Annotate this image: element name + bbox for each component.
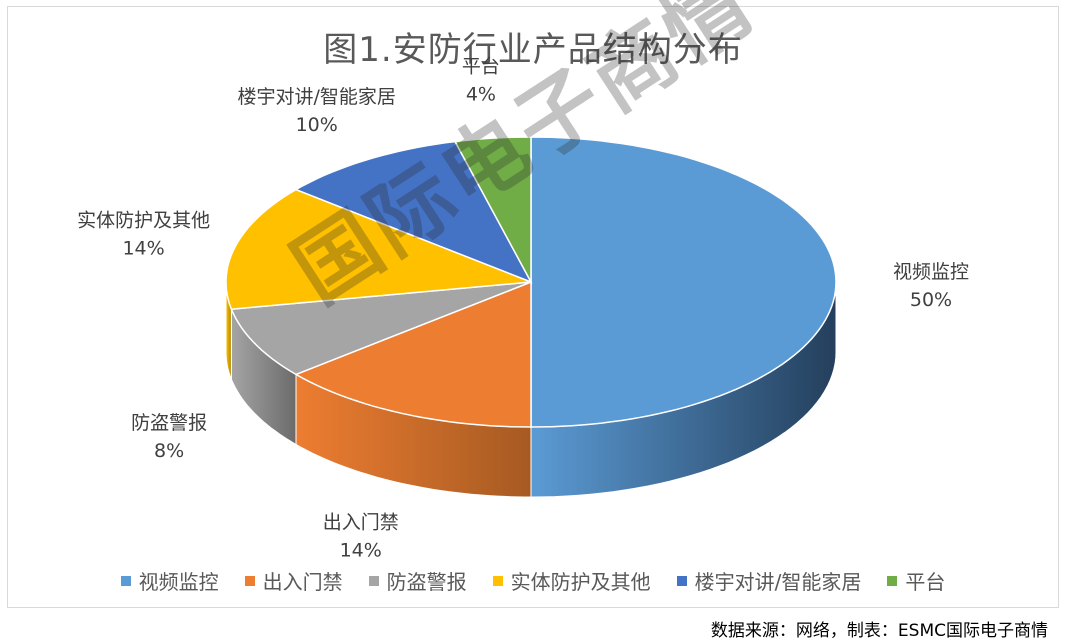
legend-swatch bbox=[492, 575, 503, 586]
pie-slice-0 bbox=[530, 136, 837, 428]
pie-tops bbox=[225, 136, 837, 428]
slice-value-4: 10% bbox=[296, 114, 338, 136]
slice-label-0: 视频监控 bbox=[893, 261, 969, 283]
slice-label-1: 出入门禁 bbox=[323, 511, 399, 533]
slice-label-2: 防盗警报 bbox=[131, 412, 207, 434]
pie-slice-1 bbox=[294, 280, 532, 428]
slice-value-0: 50% bbox=[910, 289, 952, 311]
legend-item-0: 视频监控 bbox=[120, 566, 219, 595]
pie-slice-4 bbox=[294, 140, 533, 284]
source-note: 数据来源：网络，制表：ESMC国际电子商情 bbox=[710, 621, 1048, 641]
slice-value-3: 14% bbox=[122, 238, 164, 260]
legend: 视频监控 出入门禁 防盗警报 实体防护及其他 楼宇对讲/智能家居 平台 bbox=[0, 566, 1066, 595]
chart-title: 图1.安防行业产品结构分布 bbox=[323, 30, 743, 70]
pie-labels: 视频监控 50% 出入门禁 14% 防盗警报 8% 实体防护及其他 14% 楼宇对讲/智能家居 1… bbox=[77, 56, 969, 562]
legend-swatch bbox=[244, 575, 255, 586]
slice-label-5: 平台 bbox=[462, 56, 500, 78]
legend-label: 实体防护及其他 bbox=[510, 570, 651, 594]
pie-slice-5 bbox=[453, 136, 532, 283]
slice-label-3: 实体防护及其他 bbox=[77, 210, 210, 232]
legend-item-2: 防盗警报 bbox=[368, 566, 467, 595]
legend-label: 防盗警报 bbox=[386, 570, 467, 594]
legend-item-5: 平台 bbox=[887, 566, 945, 595]
legend-swatch bbox=[887, 575, 898, 586]
legend-swatch bbox=[676, 575, 687, 586]
slice-value-5: 4% bbox=[466, 84, 496, 106]
legend-item-1: 出入门禁 bbox=[244, 566, 343, 595]
legend-label: 视频监控 bbox=[138, 570, 219, 594]
legend-swatch bbox=[120, 575, 131, 586]
legend-label: 楼宇对讲/智能家居 bbox=[694, 570, 862, 594]
slice-value-1: 14% bbox=[340, 539, 382, 561]
legend-swatch bbox=[368, 575, 379, 586]
legend-item-4: 楼宇对讲/智能家居 bbox=[676, 566, 862, 595]
pie-slice-2 bbox=[230, 281, 532, 376]
pie-slice-3 bbox=[225, 188, 532, 310]
legend-label: 出入门禁 bbox=[262, 570, 343, 594]
slice-label-4: 楼宇对讲/智能家居 bbox=[237, 86, 395, 108]
slice-value-2: 8% bbox=[154, 440, 184, 462]
legend-item-3: 实体防护及其他 bbox=[492, 566, 651, 595]
legend-label: 平台 bbox=[905, 570, 946, 594]
